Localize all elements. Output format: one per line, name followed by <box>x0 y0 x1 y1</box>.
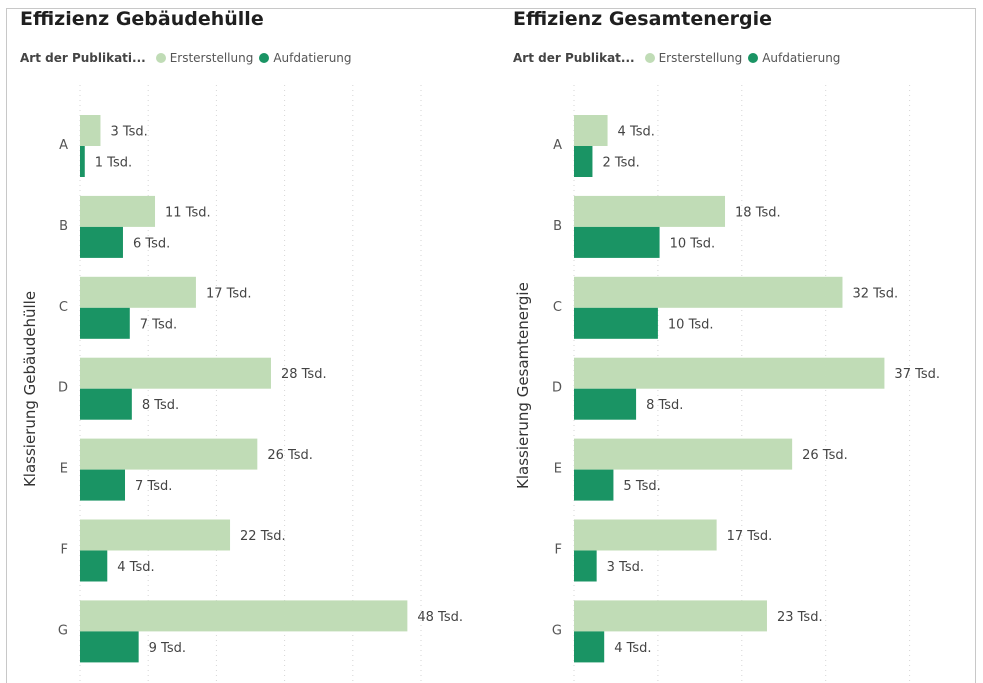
data-label: 4 Tsd. <box>117 560 154 575</box>
data-label: 28 Tsd. <box>281 367 327 382</box>
data-label: 18 Tsd. <box>735 205 781 220</box>
chart-legend[interactable]: Art der Publikati... Ersterstellung Aufd… <box>20 49 352 67</box>
data-label: 17 Tsd. <box>206 286 252 301</box>
data-label: 26 Tsd. <box>267 448 313 463</box>
bar-ersterstellung[interactable] <box>80 600 408 632</box>
category-label: F <box>555 543 562 558</box>
bar-ersterstellung[interactable] <box>574 195 726 227</box>
data-label: 37 Tsd. <box>894 367 940 382</box>
category-label: C <box>59 300 68 315</box>
bar-plot: A 3 Tsd. 1 Tsd. B 11 Tsd. 6 Tsd. C 17 Tsd. 7 Tsd… <box>58 85 463 683</box>
category-label: A <box>553 138 562 153</box>
data-label: 48 Tsd. <box>417 610 463 625</box>
bar-aufdatierung[interactable] <box>574 226 660 258</box>
legend-label-ersterstellung: Ersterstellung <box>658 51 743 65</box>
bar-ersterstellung[interactable] <box>80 438 258 470</box>
bar-aufdatierung[interactable] <box>574 307 658 339</box>
data-label: 26 Tsd. <box>802 448 848 463</box>
bar-ersterstellung[interactable] <box>80 195 156 227</box>
legend-item-ersterstellung[interactable]: Ersterstellung <box>155 51 254 65</box>
report-canvas <box>6 8 976 683</box>
legend-label-ersterstellung: Ersterstellung <box>169 51 254 65</box>
bar-aufdatierung[interactable] <box>80 226 123 258</box>
bar-ersterstellung[interactable] <box>80 519 231 551</box>
data-label: 32 Tsd. <box>852 286 898 301</box>
data-label: 7 Tsd. <box>135 479 172 494</box>
bar-plot: A 4 Tsd. 2 Tsd. B 18 Tsd. 10 Tsd. C 32 Tsd. 10 T… <box>552 85 940 683</box>
chart-panel-gesamtenergie: Effizienz Gesamtenergie Art der Publikat… <box>513 0 983 683</box>
legend-label-aufdatierung: Aufdatierung <box>273 51 352 65</box>
category-label: E <box>60 462 68 477</box>
bar-aufdatierung[interactable] <box>80 307 130 339</box>
data-label: 7 Tsd. <box>140 317 177 332</box>
category-label: G <box>58 623 68 638</box>
category-label: D <box>552 381 562 396</box>
chart-title: Effizienz Gesamtenergie <box>513 8 772 30</box>
bar-aufdatierung[interactable] <box>80 469 126 501</box>
bar-ersterstellung[interactable] <box>80 115 101 146</box>
legend-dot-ersterstellung <box>155 53 166 63</box>
category-label: B <box>553 219 562 234</box>
data-label: 3 Tsd. <box>607 560 644 575</box>
data-label: 6 Tsd. <box>133 236 170 251</box>
legend-dot-aufdatierung <box>748 53 759 63</box>
bar-ersterstellung[interactable] <box>80 357 271 389</box>
data-label: 8 Tsd. <box>142 398 179 413</box>
bar-ersterstellung[interactable] <box>574 357 885 389</box>
bar-aufdatierung[interactable] <box>574 550 597 582</box>
category-label: F <box>61 543 68 558</box>
data-label: 1 Tsd. <box>95 156 132 171</box>
bar-ersterstellung[interactable] <box>574 276 843 308</box>
category-label: A <box>59 138 68 153</box>
data-label: 3 Tsd. <box>110 125 147 140</box>
data-label: 23 Tsd. <box>777 610 823 625</box>
data-label: 4 Tsd. <box>614 641 651 656</box>
legend-item-aufdatierung[interactable]: Aufdatierung <box>259 51 352 65</box>
category-label: G <box>552 623 562 638</box>
data-label: 9 Tsd. <box>149 641 186 656</box>
legend-dot-aufdatierung <box>259 53 270 63</box>
legend-item-aufdatierung[interactable]: Aufdatierung <box>748 51 840 65</box>
chart-title: Effizienz Gebäudehülle <box>20 8 264 30</box>
data-label: 17 Tsd. <box>727 529 773 544</box>
data-label: 10 Tsd. <box>668 317 714 332</box>
category-label: E <box>554 462 562 477</box>
bar-ersterstellung[interactable] <box>574 115 608 146</box>
bar-aufdatierung[interactable] <box>574 631 605 663</box>
data-label: 11 Tsd. <box>165 205 211 220</box>
chart-panel-gebaeudehuelle: Effizienz Gebäudehülle Art der Publikati… <box>20 0 490 683</box>
chart-legend[interactable]: Art der Publikat... Ersterstellung Aufda… <box>513 49 840 67</box>
legend-item-ersterstellung[interactable]: Ersterstellung <box>644 51 743 65</box>
bar-aufdatierung[interactable] <box>574 469 614 501</box>
bar-ersterstellung[interactable] <box>574 600 767 632</box>
bar-aufdatierung[interactable] <box>574 146 593 177</box>
legend-title: Art der Publikat... <box>513 51 635 65</box>
bar-aufdatierung[interactable] <box>80 631 139 663</box>
data-label: 8 Tsd. <box>646 398 683 413</box>
bar-aufdatierung[interactable] <box>80 146 85 177</box>
bar-ersterstellung[interactable] <box>574 438 793 470</box>
category-label: B <box>59 219 68 234</box>
data-label: 4 Tsd. <box>618 125 655 140</box>
bar-aufdatierung[interactable] <box>574 388 637 420</box>
bar-aufdatierung[interactable] <box>80 388 132 420</box>
data-label: 10 Tsd. <box>670 236 716 251</box>
category-label: C <box>553 300 562 315</box>
data-label: 22 Tsd. <box>240 529 286 544</box>
category-label: D <box>58 381 68 396</box>
bar-ersterstellung[interactable] <box>574 519 717 551</box>
bar-ersterstellung[interactable] <box>80 276 196 308</box>
data-label: 5 Tsd. <box>623 479 660 494</box>
bar-aufdatierung[interactable] <box>80 550 108 582</box>
legend-dot-ersterstellung <box>644 53 655 63</box>
data-label: 2 Tsd. <box>602 156 639 171</box>
legend-title: Art der Publikati... <box>20 51 146 65</box>
legend-label-aufdatierung: Aufdatierung <box>762 51 841 65</box>
